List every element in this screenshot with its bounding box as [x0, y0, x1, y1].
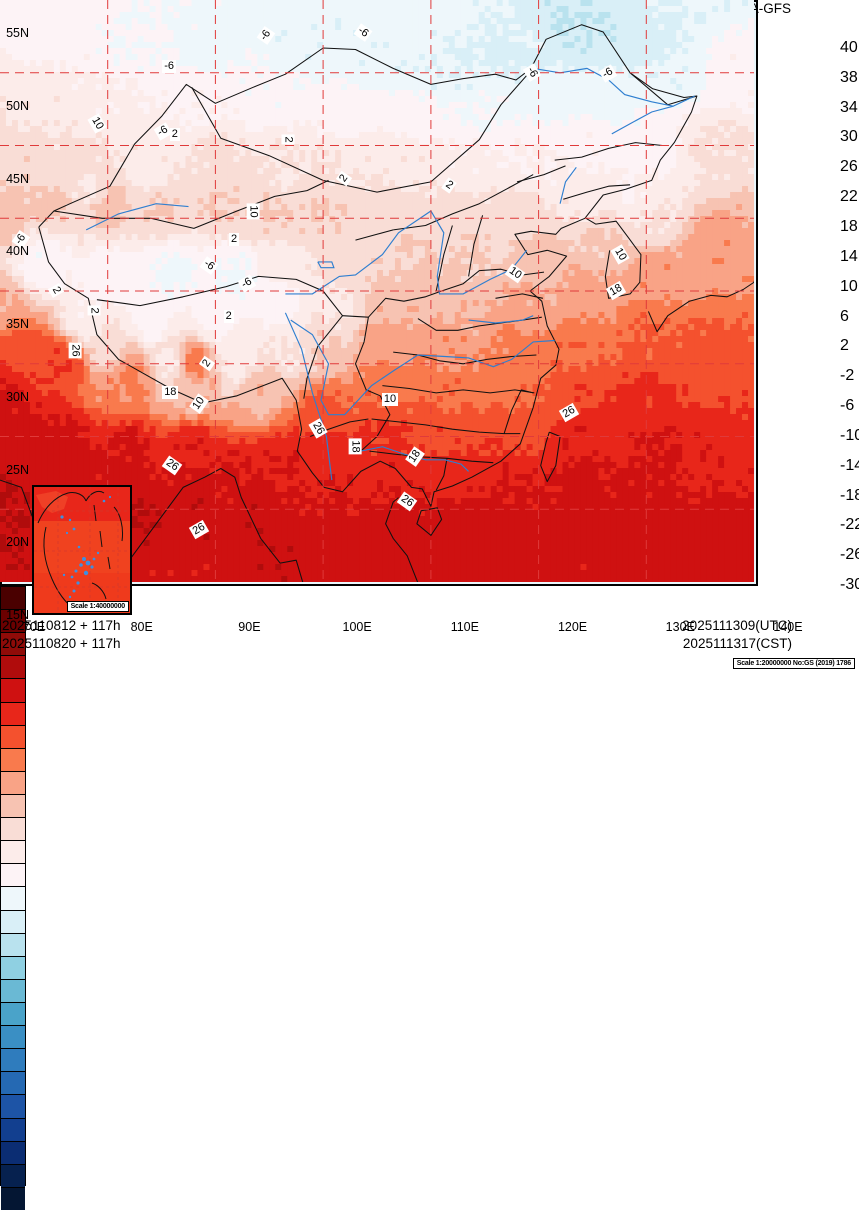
longitude-tick-label: 90E [219, 620, 279, 634]
colorbar-tick-label: -30 [840, 577, 859, 593]
colorbar-tick-label: -22 [840, 517, 859, 533]
contour-label: 2 [88, 306, 101, 316]
latitude-tick-label: 20N [0, 535, 29, 549]
colorbar-swatch [1, 980, 25, 1003]
valid-time-utc: 2025111309(UTC) [682, 618, 792, 633]
colorbar-swatch [1, 1072, 25, 1095]
colorbar-swatch [1, 1188, 25, 1210]
latitude-tick-label: 55N [0, 26, 29, 40]
colorbar-tick-label: -18 [840, 488, 859, 504]
contour-label: 2 [229, 233, 239, 246]
latitude-tick-label: 35N [0, 317, 29, 331]
colorbar-swatch [1, 1119, 25, 1142]
latitude-tick-label: 25N [0, 463, 29, 477]
colorbar-tick-label: -26 [840, 547, 859, 563]
colorbar-tick-label: 30 [840, 129, 858, 145]
contour-label: 2 [281, 134, 294, 144]
colorbar-tick-label: 18 [840, 219, 858, 235]
colorbar-tick-label: 6 [840, 309, 849, 325]
latitude-tick-label: 40N [0, 244, 29, 258]
colorbar-swatch [1, 726, 25, 749]
longitude-tick-label: 110E [435, 620, 495, 634]
contour-label: 2 [224, 310, 234, 323]
contour-label: 2 [170, 128, 180, 141]
colorbar-tick-label: 40 [840, 40, 858, 56]
colorbar-swatch [1, 1026, 25, 1049]
colorbar-swatch [1, 1095, 25, 1118]
longitude-tick-label: 100E [327, 620, 387, 634]
colorbar-swatch [1, 1049, 25, 1072]
colorbar-swatch [1, 679, 25, 702]
colorbar-tick-label: 10 [840, 279, 858, 295]
contour-label: 10 [247, 204, 260, 220]
colorbar-tick-label: 2 [840, 338, 849, 354]
colorbar-swatch [1, 1003, 25, 1026]
colorbar-swatch [1, 864, 25, 887]
colorbar-swatch [1, 1165, 25, 1188]
contour-label: 26 [69, 342, 82, 358]
colorbar-swatch [1, 911, 25, 934]
latitude-tick-label: 30N [0, 390, 29, 404]
contour-label: 18 [349, 438, 362, 454]
colorbar-tick-label: 22 [840, 189, 858, 205]
longitude-tick-label: 120E [543, 620, 603, 634]
colorbar-swatch [1, 1142, 25, 1165]
valid-time-cst: 2025111317(CST) [683, 636, 792, 651]
colorbar-tick-label: 14 [840, 249, 858, 265]
colorbar-tick-label: -2 [840, 368, 854, 384]
colorbar-tick-label: -14 [840, 458, 859, 474]
colorbar-tick-label: 38 [840, 70, 858, 86]
init-time-cst: 2025110820 + 117h [2, 636, 121, 651]
longitude-tick-label: 80E [112, 620, 172, 634]
colorbar-tick-label: -6 [840, 398, 854, 414]
latitude-tick-label: 45N [0, 172, 29, 186]
south-china-sea-inset: Scale 1:40000000 [32, 485, 132, 586]
colorbar-swatch [1, 957, 25, 980]
colorbar-swatch [1, 703, 25, 726]
colorbar[interactable] [0, 586, 26, 1186]
colorbar-swatch [1, 934, 25, 957]
colorbar-tick-label: -10 [840, 428, 859, 444]
colorbar-swatch [1, 818, 25, 841]
colorbar-swatch [1, 795, 25, 818]
colorbar-swatch [1, 749, 25, 772]
colorbar-tick-label: 26 [840, 159, 858, 175]
latitude-tick-label: 50N [0, 99, 29, 113]
contour-label: 10 [382, 393, 398, 406]
contour-label: -6 [162, 60, 176, 73]
colorbar-tick-label: 34 [840, 100, 858, 116]
colorbar-swatch [1, 772, 25, 795]
init-time-utc: 2025110812 + 117h [2, 618, 121, 633]
contour-label: 18 [162, 386, 178, 399]
colorbar-swatch [1, 887, 25, 910]
colorbar-swatch [1, 841, 25, 864]
